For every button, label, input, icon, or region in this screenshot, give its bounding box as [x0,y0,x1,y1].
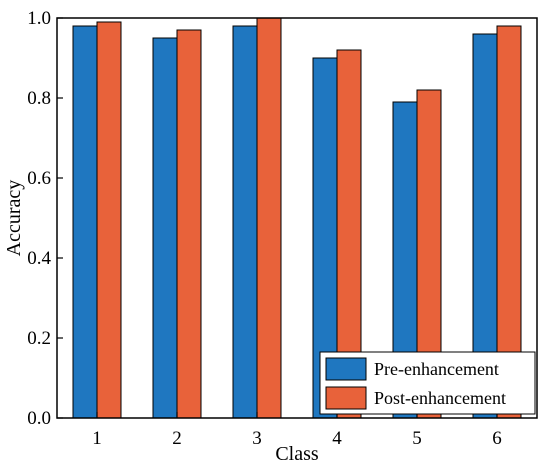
bar-post-class-3 [256,17,282,419]
bar-pre-class-1 [72,25,98,419]
y-tick-label: 0.6 [27,168,51,189]
y-tick-label: 0.2 [27,328,51,349]
y-axis-label: Accuracy [3,180,25,257]
x-tick-label: 5 [412,428,422,449]
plot-frame [56,17,538,419]
bar-post-class-1 [96,21,122,419]
legend-label-post-enhancement: Post-enhancement [374,388,506,408]
y-tick-label: 0.8 [27,88,51,109]
x-tick-label: 3 [252,428,262,449]
legend-label-pre-enhancement: Pre-enhancement [374,359,499,379]
y-tick-label: 0.4 [27,248,51,269]
x-tick-label: 1 [92,428,102,449]
x-axis-label: Class [275,443,319,465]
x-tick-label: 6 [492,428,502,449]
bar-pre-class-3 [232,25,258,419]
legend-swatch-pre-enhancement [325,357,367,381]
legend-swatch-post-enhancement [325,386,367,410]
y-tick-label: 1.0 [27,8,51,29]
y-tick-label: 0.0 [27,408,51,429]
x-tick-label: 4 [332,428,342,449]
bar-pre-class-2 [152,37,178,419]
y-axis-ticks: 0.0 0.2 0.4 0.6 0.8 1.0 [27,8,63,429]
legend: Pre-enhancement Post-enhancement [319,351,536,415]
x-tick-label: 2 [172,428,182,449]
bar-post-class-2 [176,29,202,419]
